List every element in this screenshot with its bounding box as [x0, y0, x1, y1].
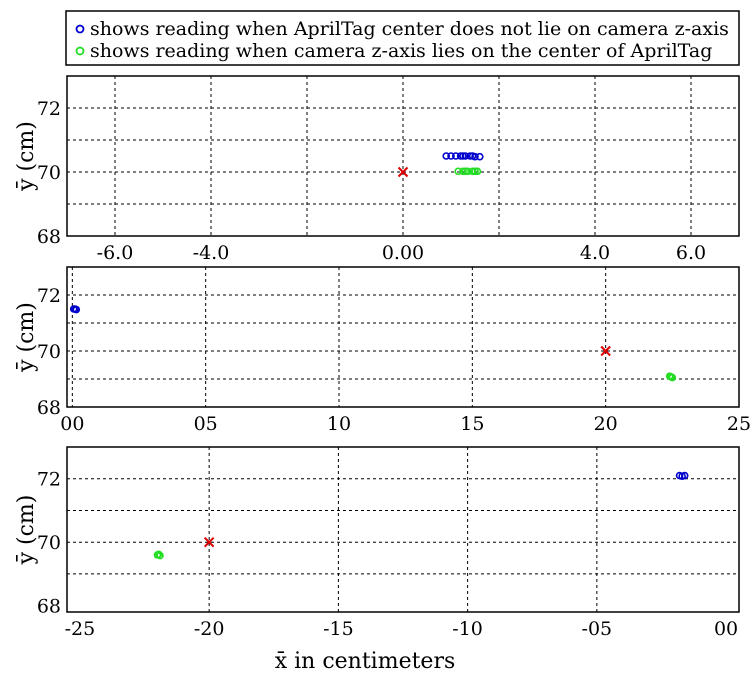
bottom-x-tick-label: -15 [323, 618, 354, 640]
bottom-y-tick-label: 70 [37, 532, 61, 554]
top-y-tick-label: 70 [37, 162, 61, 184]
bottom-x-tick-label: -25 [65, 618, 96, 640]
middle-x-tick-label: 25 [727, 413, 751, 435]
bottom-x-tick-label: -10 [452, 618, 483, 640]
middle-data-point [667, 372, 675, 381]
top-data-point [447, 152, 455, 160]
top-data-point [454, 167, 463, 176]
bottom-data-point [156, 551, 164, 560]
top-x-tick-label: 6.0 [676, 242, 706, 264]
middle-x-tick-label: 10 [327, 413, 351, 435]
legend-marker-green [75, 46, 85, 56]
middle-plot-frame [66, 266, 740, 408]
bottom-x-tick-label: 00 [714, 618, 738, 640]
top-data-point [461, 152, 470, 160]
bottom-plot-frame [66, 446, 740, 613]
middle-y-tick-label: 70 [37, 341, 61, 363]
chart-panel-middle: 00 05 10 15 20 25 68 70 72ȳ (cm) [14, 266, 751, 435]
top-x-tick-label: 0.00 [382, 242, 424, 264]
bottom-x-tick-label: -20 [194, 618, 225, 640]
middle-x-tick-label: 20 [594, 413, 618, 435]
top-data-point [459, 152, 467, 160]
middle-y-tick-label: 68 [37, 397, 61, 419]
top-y-tick-label: 72 [37, 98, 61, 120]
bottom-y-axis-label: ȳ (cm) [14, 495, 39, 566]
bottom-y-tick-label: 72 [37, 469, 61, 491]
top-plot-frame [66, 75, 740, 237]
middle-x-tick-label: 05 [194, 413, 218, 435]
chart-panel-top: -6.0 -4.0 0.00 4.0 6.0 68 70 72ȳ (cm) [14, 75, 740, 264]
x-axis-label: x̄ in centimeters [275, 649, 456, 674]
top-data-point [463, 167, 472, 176]
top-data-point [451, 152, 460, 160]
top-data-point [468, 152, 477, 160]
top-x-tick-label: -6.0 [97, 242, 134, 264]
bottom-y-tick-label: 68 [37, 596, 61, 618]
legend: shows reading when AprilTag center does … [65, 10, 740, 66]
top-data-point [442, 152, 451, 160]
top-data-point [466, 152, 475, 160]
bottom-data-point [154, 550, 163, 559]
legend-marker-blue [75, 24, 85, 34]
bottom-x-tick-label: -05 [582, 618, 613, 640]
top-y-axis-label: ȳ (cm) [14, 121, 39, 192]
middle-data-point [71, 305, 79, 313]
legend-entry-green: shows reading when camera z-axis lies on… [90, 40, 712, 62]
middle-reference-point [600, 345, 611, 357]
top-x-tick-label: 4.0 [580, 242, 610, 264]
chart-panel-bottom: -25 -20 -15 -10 -05 00 68 70 72 ȳ (cm) [14, 446, 740, 640]
legend-entry-blue: shows reading when AprilTag center does … [90, 18, 729, 40]
top-y-tick-label: 68 [37, 226, 61, 248]
middle-x-tick-label: 15 [460, 413, 484, 435]
middle-y-axis-label: ȳ (cm) [14, 302, 39, 373]
middle-x-tick-label: 00 [60, 413, 84, 435]
top-data-point [473, 167, 482, 176]
top-data-point [475, 152, 484, 161]
top-data-point [471, 167, 479, 176]
top-data-point [459, 167, 467, 176]
bottom-data-point [678, 472, 686, 480]
middle-y-tick-label: 72 [37, 285, 61, 307]
top-x-tick-label: -4.0 [193, 242, 230, 264]
top-data-point [461, 167, 470, 176]
top-data-point [456, 152, 465, 160]
top-reference-point [397, 166, 409, 178]
legend-box [65, 10, 740, 66]
bottom-reference-point [203, 536, 215, 548]
top-data-point [468, 167, 477, 176]
